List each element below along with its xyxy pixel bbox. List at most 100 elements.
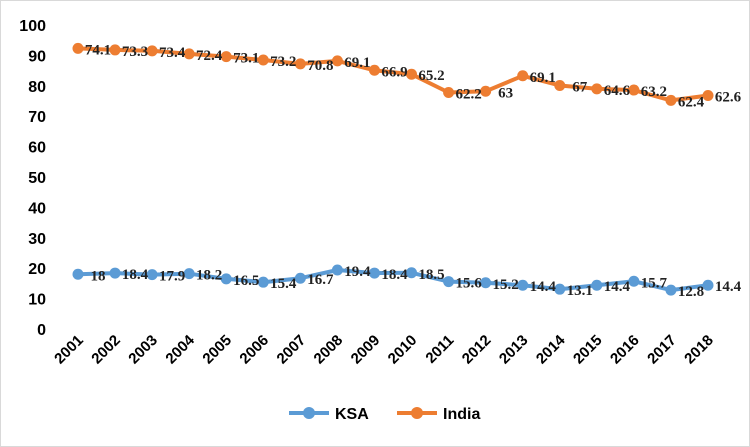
data-point-ksa [665, 284, 677, 296]
data-point-india [109, 44, 121, 56]
data-point-india [183, 48, 195, 60]
data-label-india: 62.6 [715, 90, 742, 106]
data-point-ksa [591, 279, 603, 291]
y-tick-label: 0 [37, 322, 46, 339]
data-point-ksa [628, 275, 640, 287]
data-label-india: 63.2 [641, 84, 667, 100]
data-label-ksa: 17.9 [159, 269, 185, 285]
data-label-ksa: 15.7 [641, 275, 668, 291]
y-tick-label: 10 [28, 292, 46, 309]
data-point-ksa [257, 276, 269, 288]
data-point-india [146, 45, 158, 57]
data-label-india: 72.4 [196, 48, 223, 64]
data-point-india [294, 58, 306, 70]
data-point-india [257, 54, 269, 66]
x-tick-label: 2004 [162, 331, 198, 367]
data-label-ksa: 14.4 [604, 279, 631, 295]
data-label-india: 73.4 [159, 45, 186, 61]
data-point-ksa [109, 267, 121, 279]
data-point-ksa [554, 283, 566, 295]
data-label-layer: 18 18.4 17.9 18.2 16.5 15.4 16.7 19.4 18.4 18.5 15… [85, 42, 742, 300]
x-tick-label: 2012 [459, 332, 495, 368]
x-tick-label: 2015 [570, 332, 606, 368]
data-point-india [368, 64, 380, 76]
x-tick-label: 2005 [199, 332, 235, 368]
data-label-ksa: 18.4 [381, 267, 408, 283]
data-label-ksa: 15.6 [455, 276, 482, 292]
data-point-ksa [517, 279, 529, 291]
x-tick-label: 2008 [311, 332, 347, 368]
data-point-india [591, 83, 603, 95]
data-point-ksa [183, 268, 195, 280]
series-layer [72, 42, 714, 296]
data-label-india: 66.9 [381, 64, 407, 80]
data-point-ksa [480, 277, 492, 289]
y-tick-label: 70 [28, 109, 46, 126]
data-label-ksa: 18.2 [196, 268, 222, 284]
x-tick-label: 2018 [681, 332, 717, 368]
data-point-india [554, 79, 566, 91]
data-label-ksa: 15.4 [270, 276, 297, 292]
data-label-india: 69.1 [530, 70, 556, 86]
data-point-india [517, 70, 529, 82]
series-line-india [76, 46, 710, 103]
x-tick-label: 2011 [422, 332, 457, 367]
x-tick-label: 2009 [348, 332, 384, 368]
data-point-india [72, 42, 84, 54]
x-tick-label: 2013 [496, 332, 532, 368]
data-point-ksa [72, 268, 84, 280]
data-label-india: 69.1 [344, 55, 370, 71]
x-tick-label: 2016 [607, 332, 643, 368]
y-tick-label: 40 [28, 200, 46, 217]
legend-label-india: India [443, 406, 480, 423]
data-label-india: 65.2 [418, 68, 444, 84]
x-tick-label: 2017 [644, 332, 680, 368]
data-label-india: 73.1 [233, 51, 259, 67]
data-point-ksa [331, 264, 343, 276]
data-point-india [331, 55, 343, 67]
data-label-india: 74.1 [85, 42, 111, 58]
data-label-ksa: 18.5 [418, 267, 444, 283]
data-point-india [665, 94, 677, 106]
data-point-india [406, 68, 418, 80]
y-tick-label: 100 [19, 18, 46, 35]
data-point-ksa [702, 279, 714, 291]
y-tick-label: 90 [28, 48, 46, 65]
data-label-ksa: 14.4 [530, 279, 557, 295]
data-point-india [443, 86, 455, 98]
x-tick-label: 2002 [88, 332, 124, 368]
y-tick-label: 20 [28, 261, 46, 278]
data-point-ksa [146, 269, 158, 281]
data-label-india: 62.2 [455, 86, 481, 102]
data-point-india [220, 51, 232, 63]
data-point-ksa [220, 273, 232, 285]
x-tick-label: 2014 [533, 331, 569, 367]
data-label-ksa: 16.5 [233, 273, 259, 289]
data-label-india: 62.4 [678, 94, 705, 110]
data-label-ksa: 18 [91, 268, 106, 284]
series-line-ksa [76, 268, 710, 293]
data-label-ksa: 12.8 [678, 284, 704, 300]
data-point-india [628, 84, 640, 96]
data-point-ksa [406, 267, 418, 279]
legend-marker-ksa [303, 407, 315, 419]
data-point-ksa [368, 267, 380, 279]
data-label-ksa: 13.1 [567, 283, 593, 299]
data-label-india: 73.2 [270, 54, 296, 70]
y-tick-label: 30 [28, 231, 46, 248]
data-point-ksa [443, 276, 455, 288]
data-point-ksa [294, 272, 306, 284]
data-label-ksa: 18.4 [122, 267, 149, 283]
data-point-india [702, 90, 714, 102]
data-label-ksa: 15.2 [493, 277, 519, 293]
data-label-ksa: 19.4 [344, 264, 371, 280]
data-label-india: 64.6 [604, 83, 631, 99]
data-label-india: 73.3 [122, 44, 148, 60]
data-label-ksa: 16.7 [307, 272, 334, 288]
y-tick-label: 60 [28, 140, 46, 157]
data-label-india: 70.8 [307, 58, 333, 74]
x-tick-label: 2007 [274, 332, 310, 368]
legend: KSA India [289, 406, 480, 423]
data-label-india: 63 [498, 85, 513, 101]
